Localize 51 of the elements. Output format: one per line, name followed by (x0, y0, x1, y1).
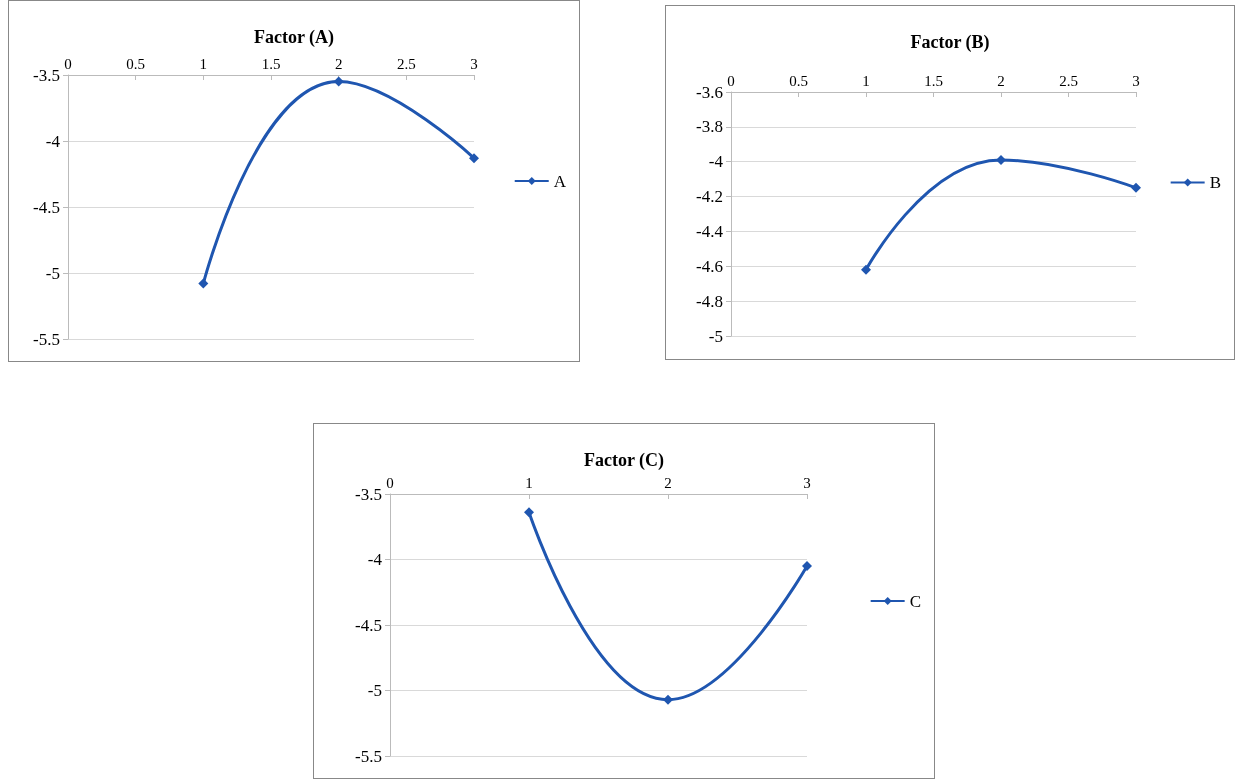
x-tick-label: 3 (803, 474, 811, 491)
y-tick-label: -4.5 (33, 197, 60, 217)
y-tick-label: -5.5 (355, 746, 382, 766)
y-tick-label: -5 (45, 263, 60, 283)
y-tick-label: -5 (367, 681, 382, 700)
y-tick-label: -4.2 (696, 187, 723, 207)
y-tick-label: -4 (367, 550, 383, 569)
y-tick-label: -3.5 (355, 484, 382, 504)
y-tick-label: -4.5 (355, 615, 382, 635)
x-tick-label: 0.5 (789, 72, 808, 89)
x-tick-label: 3 (1132, 72, 1140, 89)
x-tick-label: 0 (386, 474, 394, 491)
x-tick-label: 2 (664, 474, 672, 491)
y-tick-label: -3.6 (696, 82, 723, 102)
point (524, 507, 534, 518)
x-tick-label: 2 (997, 72, 1005, 89)
x-tick-label: 1 (525, 474, 533, 491)
point (333, 76, 344, 87)
legend-label: A (553, 171, 567, 191)
chart-title: Factor (B) (910, 32, 990, 53)
y-tick-label: -4 (708, 152, 724, 172)
x-tick-label: 1 (862, 72, 870, 89)
x-tick-label: 0 (64, 55, 72, 72)
x-tick-label: 0.5 (126, 55, 146, 72)
y-tick-label: -4.4 (696, 221, 724, 241)
x-tick-label: 1.5 (924, 72, 943, 89)
chart-title: Factor (A) (253, 27, 335, 48)
x-tick-label: 3 (470, 55, 478, 72)
y-tick-label: -3.5 (33, 65, 60, 85)
point (996, 154, 1006, 165)
x-tick-label: 1 (199, 55, 208, 72)
y-tick-label: -5.5 (33, 329, 60, 349)
y-tick-label: -4 (45, 131, 61, 151)
y-tick-label: -4.6 (696, 256, 723, 276)
x-tick-label: 1.5 (261, 55, 281, 72)
y-tick-label: -3.8 (696, 117, 723, 137)
point (469, 153, 479, 164)
point (663, 694, 673, 705)
chart-title: Factor (C) (583, 450, 665, 471)
x-tick-label: 2 (334, 55, 343, 72)
x-tick-label: 2.5 (396, 55, 416, 72)
x-tick-label: 0 (727, 72, 735, 89)
y-tick-label: -4.8 (696, 291, 723, 311)
point (802, 561, 812, 572)
legend-label: C (909, 591, 921, 611)
point (861, 264, 871, 275)
legend-label: B (1209, 173, 1221, 192)
point (1131, 182, 1141, 193)
point (198, 278, 209, 289)
x-tick-label: 2.5 (1059, 72, 1078, 89)
y-tick-label: -5 (708, 326, 723, 346)
